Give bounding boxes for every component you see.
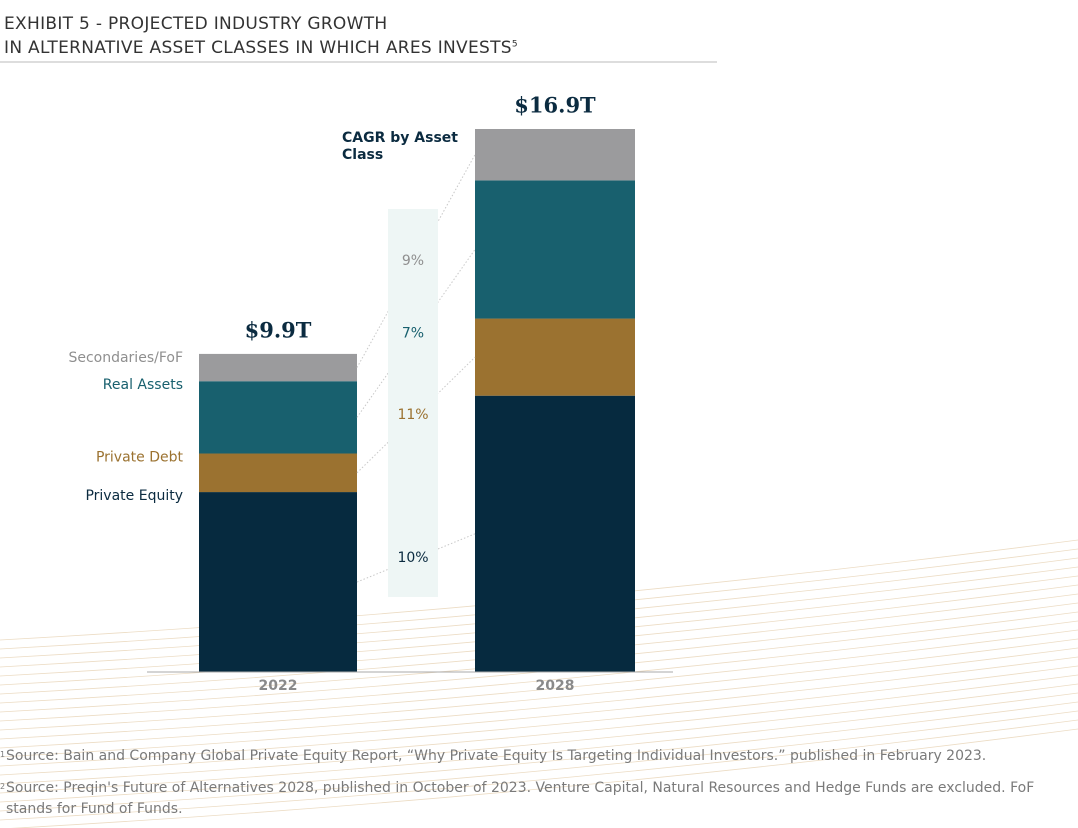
cagr-panel	[388, 209, 438, 597]
decor-line	[0, 719, 1078, 821]
total-label: $9.9T	[245, 317, 312, 342]
footnote: 1 Source: Bain and Company Global Private…	[0, 746, 1075, 767]
bar-segment	[475, 129, 635, 181]
connector	[356, 356, 476, 474]
chart-title: EXHIBIT 5 - PROJECTED INDUSTRY GROWTH	[4, 14, 388, 34]
legend-label: Real Assets	[103, 377, 183, 393]
cagr-label: 9%	[402, 253, 424, 269]
title-note: 5	[511, 39, 518, 50]
footnote-mark: 1	[0, 750, 6, 759]
bar-segment	[199, 453, 357, 493]
decor-line	[0, 647, 1078, 749]
decor-line	[0, 665, 1078, 767]
decor-line	[0, 710, 1078, 812]
bar-segment	[475, 318, 635, 396]
decor-line	[0, 683, 1078, 785]
cagr-label: 7%	[402, 325, 424, 341]
chart-title: IN ALTERNATIVE ASSET CLASSES IN WHICH AR…	[4, 38, 518, 58]
footnote-mark: 2	[0, 782, 6, 791]
footnote: 2 Source: Preqin's Future of Alternatives…	[0, 778, 1075, 820]
decor-line	[0, 620, 1078, 722]
footnote-text: Source: Bain and Company Global Private …	[6, 748, 987, 764]
bar-segment	[199, 492, 357, 672]
legend-label: Private Debt	[96, 450, 184, 466]
decor-line	[0, 674, 1078, 776]
x-tick-label: 2028	[536, 678, 575, 694]
footnote-text: Source: Preqin's Future of Alternatives …	[6, 780, 1035, 817]
bar-segment	[475, 180, 635, 319]
cagr-label: 11%	[397, 407, 428, 423]
bar-segment	[199, 381, 357, 454]
decor-line	[0, 692, 1078, 794]
chart-title: IN ALTERNATIVE ASSET CLASSES IN WHICH AR…	[4, 38, 512, 58]
bar-segment	[199, 353, 357, 382]
decor-line	[0, 638, 1078, 740]
decor-line	[0, 629, 1078, 731]
legend-label: Private Equity	[85, 488, 183, 504]
legend-label: Secondaries/FoF	[68, 350, 183, 366]
decor-line	[10, 728, 1078, 828]
bar-segment	[475, 395, 635, 672]
decor-line	[0, 701, 1078, 803]
cagr-label: 10%	[397, 550, 428, 566]
x-tick-label: 2022	[259, 678, 298, 694]
total-label: $16.9T	[514, 93, 596, 118]
decor-line	[0, 656, 1078, 758]
cagr-title: CAGR by Asset Class	[342, 130, 458, 163]
